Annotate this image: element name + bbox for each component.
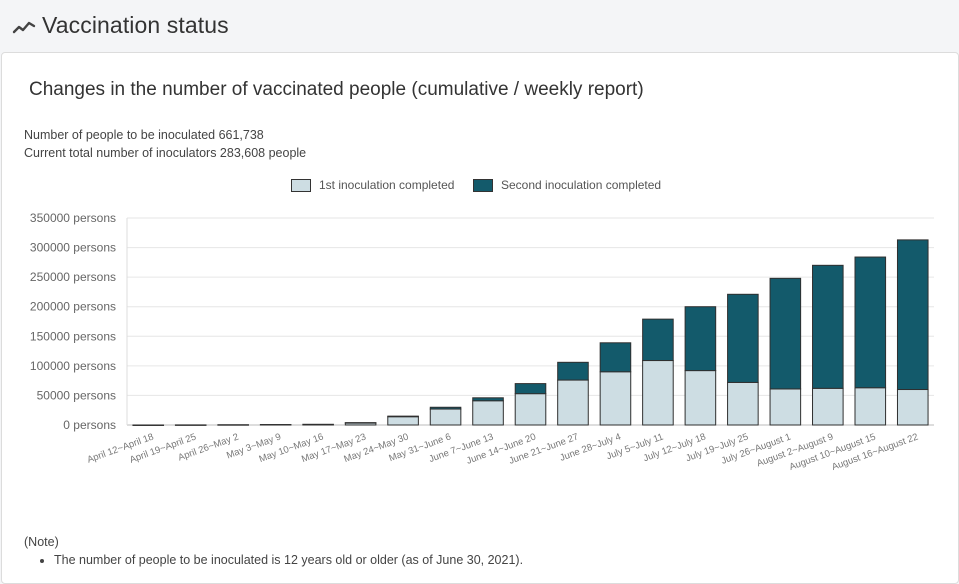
legend-item-second[interactable]: Second inoculation completed	[473, 178, 661, 192]
y-tick-label: 350000 persons	[30, 211, 116, 225]
bar-first-inoculation	[302, 423, 334, 426]
bar-second-inoculation	[812, 264, 844, 389]
summary: Number of people to be inoculated 661,73…	[24, 126, 306, 162]
bar-first-inoculation	[132, 424, 165, 426]
bar-first-inoculation	[472, 400, 504, 426]
bar-chart: 0 persons 50000 persons 100000 persons 1500…	[30, 211, 934, 473]
y-tick-label: 250000 persons	[30, 270, 116, 284]
bar-second-inoculation	[387, 415, 419, 418]
chart-legend: 1st inoculation completed Second inocula…	[2, 178, 958, 196]
y-tick-label: 50000 persons	[37, 388, 116, 402]
bar-second-inoculation	[896, 239, 929, 391]
y-tick-label: 0 persons	[63, 418, 116, 432]
bar-first-inoculation	[812, 387, 844, 426]
bar-second-inoculation	[429, 406, 462, 410]
legend-item-first[interactable]: 1st inoculation completed	[291, 178, 454, 192]
y-tick-label: 150000 persons	[30, 329, 116, 343]
bar-first-inoculation	[429, 408, 462, 426]
trend-line-icon	[12, 21, 36, 34]
target-count-text: Number of people to be inoculated 661,73…	[24, 128, 264, 142]
note-heading: (Note)	[24, 535, 59, 549]
chart-title: Changes in the number of vaccinated peop…	[29, 79, 644, 100]
bar-second-inoculation	[344, 422, 377, 424]
bar-first-inoculation	[642, 360, 674, 426]
chart-card: Changes in the number of vaccinated peop…	[1, 52, 959, 584]
bar-second-inoculation	[642, 318, 674, 362]
y-tick-label: 300000 persons	[30, 241, 116, 255]
y-tick-label: 200000 persons	[30, 300, 116, 314]
bar-second-inoculation	[514, 383, 547, 395]
legend-swatch-first	[291, 178, 311, 192]
note-item: The number of people to be inoculated is…	[54, 551, 523, 569]
bar-first-inoculation	[514, 393, 547, 426]
bar-first-inoculation	[174, 424, 207, 426]
bar-first-inoculation	[727, 381, 759, 426]
bar-second-inoculation	[684, 306, 717, 372]
note-list: The number of people to be inoculated is…	[24, 551, 523, 569]
bar-first-inoculation	[599, 371, 632, 426]
legend-label-second: Second inoculation completed	[501, 178, 662, 192]
bar-first-inoculation	[259, 424, 292, 426]
bar-first-inoculation	[217, 424, 249, 426]
y-tick-label: 100000 persons	[30, 359, 116, 373]
total-inoculators-text: Current total number of inoculators 283,…	[24, 146, 307, 160]
bar-first-inoculation	[854, 387, 887, 426]
page-header: Vaccination status	[0, 0, 959, 52]
bar-first-inoculation	[684, 370, 717, 426]
bar-second-inoculation	[472, 397, 504, 402]
bar-first-inoculation	[557, 379, 589, 426]
bar-second-inoculation	[769, 277, 802, 390]
bar-second-inoculation	[854, 256, 887, 389]
bar-second-inoculation	[727, 293, 759, 383]
page-title: Vaccination status	[42, 12, 229, 38]
bar-first-inoculation	[387, 416, 419, 426]
bar-first-inoculation	[769, 388, 802, 426]
note-section: (Note) The number of people to be inocul…	[24, 533, 523, 569]
legend-label-first: 1st inoculation completed	[319, 178, 455, 192]
bar-first-inoculation	[896, 389, 929, 426]
bar-second-inoculation	[557, 361, 589, 381]
bar-second-inoculation	[599, 342, 632, 373]
legend-swatch-second	[473, 178, 493, 192]
